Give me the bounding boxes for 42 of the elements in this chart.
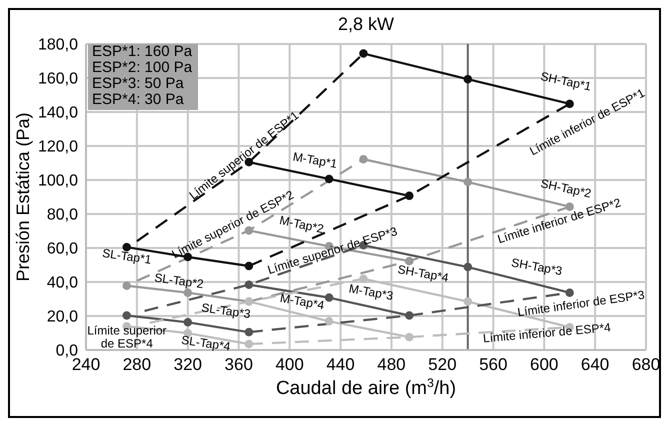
chart-title: 2,8 kW	[336, 14, 395, 35]
y-tick-label: 20,0	[46, 308, 78, 326]
annotation: ESP*3: 50 Pa	[92, 75, 185, 92]
x-tick-label: 640	[580, 355, 610, 374]
annotation: SH-Tap*3	[510, 255, 564, 278]
y-tick-label: 160,0	[38, 70, 78, 88]
annotation: M-Tap*4	[278, 290, 326, 312]
x-tick-label: 480	[377, 355, 406, 374]
annotation: ESP*2: 100 Pa	[92, 59, 192, 76]
x-tick-label: 320	[174, 355, 202, 374]
annotation: M-Tap*1	[292, 150, 339, 172]
annotation: SH-Tap*2	[539, 176, 593, 201]
annotation: SL-Tap*2	[154, 270, 205, 292]
annotation: SL-Tap*4	[180, 332, 232, 354]
annotation: SL-Tap*3	[200, 300, 252, 322]
y-tick-label: 180,0	[38, 36, 78, 54]
annotation: M-Tap*2	[278, 213, 326, 236]
annotation: Límite inferior de ESP*4	[482, 320, 612, 346]
annotation: Límite superior de ESP*4	[87, 324, 167, 351]
annotation: SL-Tap*1	[101, 246, 153, 267]
x-tick-label: 600	[530, 355, 558, 374]
annotation: Límite inferior de ESP*3	[516, 288, 646, 320]
y-tick-label: 140,0	[38, 104, 78, 122]
y-tick-label: 100,0	[38, 172, 78, 190]
annotation: ESP*4: 30 Pa	[92, 91, 185, 108]
x-axis-title: Caudal de aire (m$^{3}$/h)	[276, 376, 456, 399]
x-tick-label: 360	[224, 355, 253, 374]
x-tick-label: 400	[275, 355, 304, 374]
x-tick-label: 240	[72, 355, 100, 374]
x-tick-label: 560	[479, 355, 508, 374]
annotation: SH-Tap*4	[396, 262, 450, 285]
annotation: ESP*1: 160 Pa	[92, 43, 192, 60]
x-tick-label: 280	[122, 355, 152, 374]
x-tick-label: 520	[428, 355, 457, 374]
y-tick-label: 80,0	[46, 206, 78, 224]
y-tick-label: 40,0	[46, 274, 78, 292]
x-tick-label: 440	[326, 355, 355, 374]
annotation: M-Tap*3	[348, 281, 395, 303]
annotation: SH-Tap*1	[539, 69, 593, 94]
y-tick-label: 120,0	[38, 138, 78, 156]
y-axis-title: Presión Estática (Pa)	[12, 112, 33, 282]
y-tick-label: 60,0	[46, 240, 78, 258]
